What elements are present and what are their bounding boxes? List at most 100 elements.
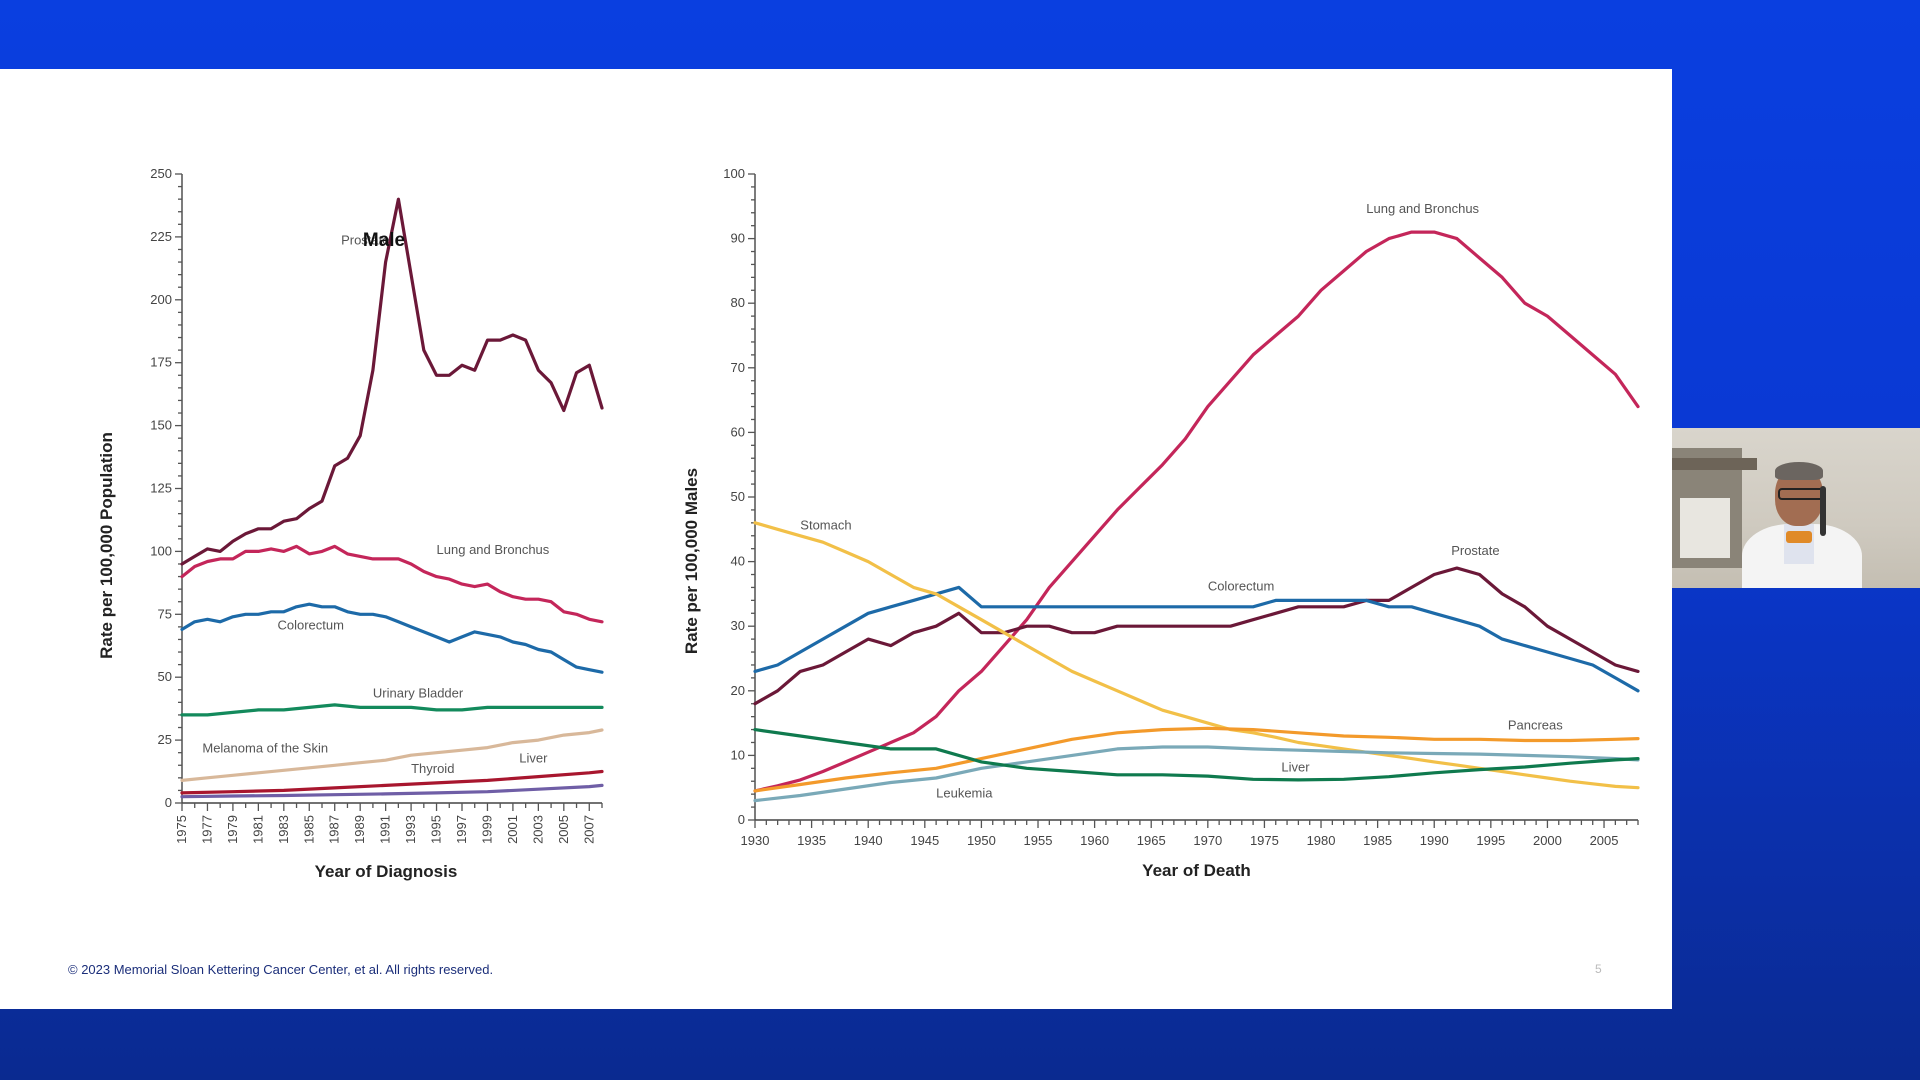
series-label: Pancreas — [1508, 718, 1563, 733]
series-line-lung-and-bronchus — [753, 230, 1640, 793]
x-tick-label: 2005 — [1590, 833, 1619, 848]
chart-1: 0 25 50 75 100 125 150 175 200 225 250 1975 1977 1979… — [97, 166, 604, 881]
series-label: Lung and Bronchus — [1366, 201, 1479, 216]
y-tick-label: 0 — [165, 795, 172, 810]
series-line-leukemia — [753, 745, 1640, 803]
y-tick-label: 50 — [731, 489, 745, 504]
series-line-liver — [753, 727, 1640, 782]
y-tick-label: 150 — [150, 418, 172, 433]
background-printer — [1680, 498, 1730, 558]
x-tick-label: 1930 — [741, 833, 770, 848]
x-tick-label: 1975 — [1250, 833, 1279, 848]
series-line-prostate — [180, 197, 604, 566]
y-tick-label: 20 — [731, 683, 745, 698]
x-tick-label: 1981 — [250, 815, 265, 844]
y-tick-label: 200 — [150, 292, 172, 307]
series-label: Prostate — [341, 232, 389, 247]
x-tick-label: 1985 — [1363, 833, 1392, 848]
x-tick-label: 1965 — [1137, 833, 1166, 848]
y-tick-label: 25 — [158, 732, 172, 747]
x-tick-label: 1987 — [327, 815, 342, 844]
x-tick-label: 1970 — [1193, 833, 1222, 848]
y-tick-label: 250 — [150, 166, 172, 181]
x-tick-label: 1960 — [1080, 833, 1109, 848]
series-label: Liver — [1281, 760, 1310, 775]
y-tick-label: 100 — [723, 166, 745, 181]
series-line-urinary-bladder — [180, 703, 604, 717]
x-tick-label: 1979 — [225, 815, 240, 844]
series-line-thyroid — [180, 783, 604, 799]
presenter-shirt — [1784, 524, 1814, 564]
page-number: 5 — [1595, 962, 1602, 976]
x-tick-label: 2000 — [1533, 833, 1562, 848]
glasses-icon — [1778, 488, 1824, 500]
series-label: Prostate — [1451, 543, 1499, 558]
series-label: Stomach — [800, 517, 851, 532]
y-tick-label: 175 — [150, 355, 172, 370]
y-tick-label: 30 — [731, 618, 745, 633]
chart-title: Male — [363, 230, 405, 251]
series-label: Leukemia — [936, 785, 993, 800]
y-axis-title: Rate per 100,000 Population — [97, 432, 116, 659]
series-line-liver — [180, 769, 604, 795]
slide: 0 25 50 75 100 125 150 175 200 225 250 1975 1977 1979… — [0, 69, 1672, 1009]
series-line-lung-and-bronchus — [180, 544, 604, 624]
headset-icon — [1820, 486, 1826, 536]
x-tick-label: 1975 — [174, 815, 189, 844]
series-line-melanoma-of-the-skin — [180, 728, 604, 783]
series-line-colorectum — [753, 585, 1640, 693]
copyright-footer: © 2023 Memorial Sloan Kettering Cancer C… — [68, 962, 494, 977]
y-tick-label: 100 — [150, 543, 172, 558]
x-tick-label: 1985 — [301, 815, 316, 844]
y-tick-label: 40 — [731, 554, 745, 569]
presenter-hair — [1775, 462, 1823, 480]
series-label: Urinary Bladder — [373, 685, 464, 700]
bowtie-icon — [1786, 531, 1812, 543]
x-tick-label: 1990 — [1420, 833, 1449, 848]
x-tick-label: 1980 — [1307, 833, 1336, 848]
series-line-colorectum — [180, 602, 604, 674]
chart-2: 0 10 20 30 40 50 60 70 80 90 100 1930 1935 1940 1945 19… — [682, 166, 1640, 880]
x-tick-label: 2001 — [505, 815, 520, 844]
x-tick-label: 1945 — [910, 833, 939, 848]
series-line-pancreas — [753, 726, 1640, 793]
x-axis-title: Year of Death — [1142, 861, 1251, 880]
y-tick-label: 70 — [731, 360, 745, 375]
x-tick-label: 2003 — [530, 815, 545, 844]
background-shelf — [1672, 458, 1757, 470]
x-tick-label: 1950 — [967, 833, 996, 848]
y-tick-label: 50 — [158, 669, 172, 684]
x-tick-label: 1983 — [276, 815, 291, 844]
x-tick-label: 2005 — [556, 815, 571, 844]
x-tick-label: 1955 — [1024, 833, 1053, 848]
y-tick-label: 0 — [738, 812, 745, 827]
y-tick-label: 60 — [731, 424, 745, 439]
x-tick-label: 1991 — [378, 815, 393, 844]
x-tick-label: 1935 — [797, 833, 826, 848]
series-label: Colorectum — [277, 617, 343, 632]
y-tick-label: 225 — [150, 229, 172, 244]
x-tick-label: 1997 — [454, 815, 469, 844]
x-axis-title: Year of Diagnosis — [315, 862, 458, 881]
x-tick-label: 1989 — [352, 815, 367, 844]
series-label: Melanoma of the Skin — [202, 741, 328, 756]
y-axis-title: Rate per 100,000 Males — [682, 468, 701, 654]
series-label: Thyroid — [411, 761, 454, 776]
webcam-presenter-thumbnail — [1672, 428, 1920, 588]
y-tick-label: 90 — [731, 231, 745, 246]
x-tick-label: 1940 — [854, 833, 883, 848]
x-tick-label: 1993 — [403, 815, 418, 844]
x-tick-label: 1977 — [199, 815, 214, 844]
y-tick-label: 125 — [150, 481, 172, 496]
y-tick-label: 10 — [731, 747, 745, 762]
x-tick-label: 1995 — [1476, 833, 1505, 848]
x-tick-label: 1995 — [429, 815, 444, 844]
x-tick-label: 2007 — [581, 815, 596, 844]
x-tick-label: 1999 — [479, 815, 494, 844]
y-tick-label: 75 — [158, 606, 172, 621]
series-label: Colorectum — [1208, 579, 1274, 594]
series-label: Lung and Bronchus — [437, 542, 550, 557]
y-tick-label: 80 — [731, 295, 745, 310]
series-line-prostate — [753, 566, 1640, 706]
